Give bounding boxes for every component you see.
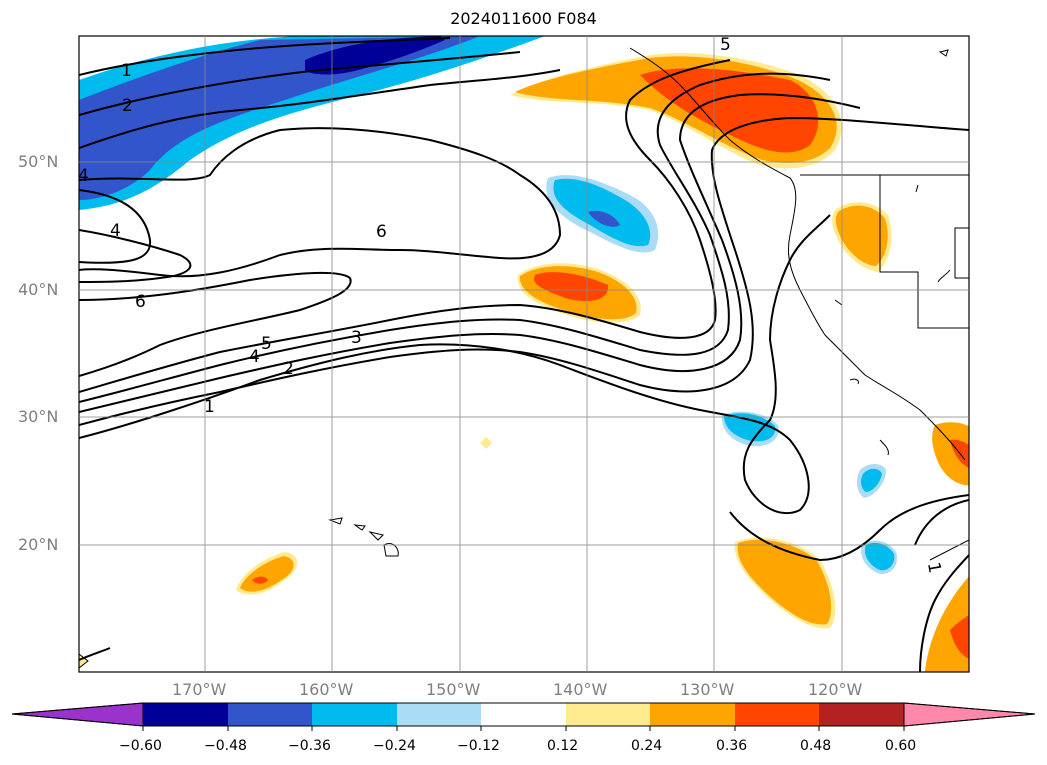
colorbar-segment: [397, 703, 481, 726]
lon-label-120w: 120°W: [808, 680, 863, 699]
colorbar-tick-label: −0.24: [373, 738, 416, 754]
colorbar-segment: [228, 703, 312, 726]
colorbar: [11, 702, 1036, 731]
contour-lines: [79, 37, 969, 672]
lon-label-170w: 170°W: [172, 680, 227, 699]
lon-label-130w: 130°W: [680, 680, 735, 699]
gridlines: [79, 36, 969, 672]
contour-label: 4: [249, 347, 260, 367]
lon-label-160w: 160°W: [299, 680, 354, 699]
colorbar-segment: [566, 703, 650, 726]
lat-label-30n: 30°N: [18, 407, 59, 426]
contour-label: 1: [121, 61, 132, 81]
colorbar-tick-label: 0.60: [885, 738, 917, 754]
contour-label: 4: [78, 166, 89, 186]
contour-label: 6: [376, 222, 387, 242]
colorbar-tick-label: 0.36: [716, 738, 748, 754]
lon-label-150w: 150°W: [426, 680, 481, 699]
lon-label-140w: 140°W: [553, 680, 608, 699]
map-frame: [78, 35, 970, 673]
contour-label: 2: [283, 359, 294, 379]
contour-label: 2: [122, 96, 133, 116]
lat-label-20n: 20°N: [18, 535, 59, 554]
negative-anomaly-shading: [79, 36, 898, 575]
colorbar-tick-label: −0.36: [288, 738, 331, 754]
colorbar-segment: [650, 703, 735, 726]
contour-label: 1: [204, 397, 215, 417]
contour-label: 6: [135, 292, 146, 312]
contour-label: 1: [923, 561, 945, 575]
colorbar-segment: [312, 703, 397, 726]
colorbar-tick-label: 0.12: [547, 738, 579, 754]
lat-label-50n: 50°N: [18, 152, 59, 171]
contour-label: 3: [351, 328, 362, 348]
colorbar-segment: [11, 702, 144, 727]
lat-label-40n: 40°N: [18, 280, 59, 299]
colorbar-tick-label: −0.12: [457, 738, 500, 754]
colorbar-segment: [143, 703, 228, 726]
colorbar-segment: [819, 703, 904, 726]
colorbar-tick-label: −0.60: [119, 738, 162, 754]
colorbar-tick-label: −0.48: [204, 738, 247, 754]
map-title: 2024011600 F084: [450, 9, 597, 28]
colorbar-segment: [735, 703, 819, 726]
contour-label: 5: [261, 334, 272, 354]
colorbar-segment: [903, 702, 1036, 727]
positive-anomaly-shading: [79, 52, 969, 672]
colorbar-segment: [481, 703, 566, 726]
contour-label: 5: [720, 35, 731, 55]
colorbar-tick-label: 0.24: [631, 738, 663, 754]
colorbar-tick-label: 0.48: [800, 738, 832, 754]
contour-label: 4: [110, 221, 121, 241]
